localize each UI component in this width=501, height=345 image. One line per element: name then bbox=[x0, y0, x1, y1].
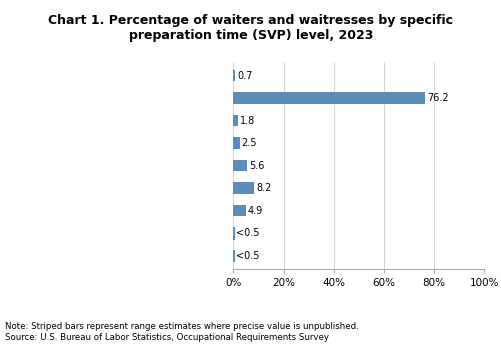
Bar bbox=[233, 137, 239, 149]
Text: 4.9: 4.9 bbox=[247, 206, 263, 216]
Text: 0.7: 0.7 bbox=[237, 71, 252, 81]
Bar bbox=[233, 205, 245, 216]
Bar bbox=[233, 160, 247, 171]
Text: <0.5: <0.5 bbox=[236, 228, 259, 238]
Text: 2.5: 2.5 bbox=[241, 138, 257, 148]
Bar bbox=[233, 70, 235, 81]
Text: Chart 1. Percentage of waiters and waitresses by specific
preparation time (SVP): Chart 1. Percentage of waiters and waitr… bbox=[49, 14, 452, 42]
Text: 1.8: 1.8 bbox=[239, 116, 255, 126]
Bar bbox=[233, 182, 254, 194]
Text: 8.2: 8.2 bbox=[256, 183, 271, 193]
Text: <0.5: <0.5 bbox=[236, 250, 259, 260]
Bar bbox=[233, 115, 237, 127]
Text: 76.2: 76.2 bbox=[426, 93, 447, 103]
Text: 5.6: 5.6 bbox=[249, 161, 265, 170]
Text: Note: Striped bars represent range estimates where precise value is unpublished.: Note: Striped bars represent range estim… bbox=[5, 322, 358, 342]
Bar bbox=[233, 92, 424, 104]
